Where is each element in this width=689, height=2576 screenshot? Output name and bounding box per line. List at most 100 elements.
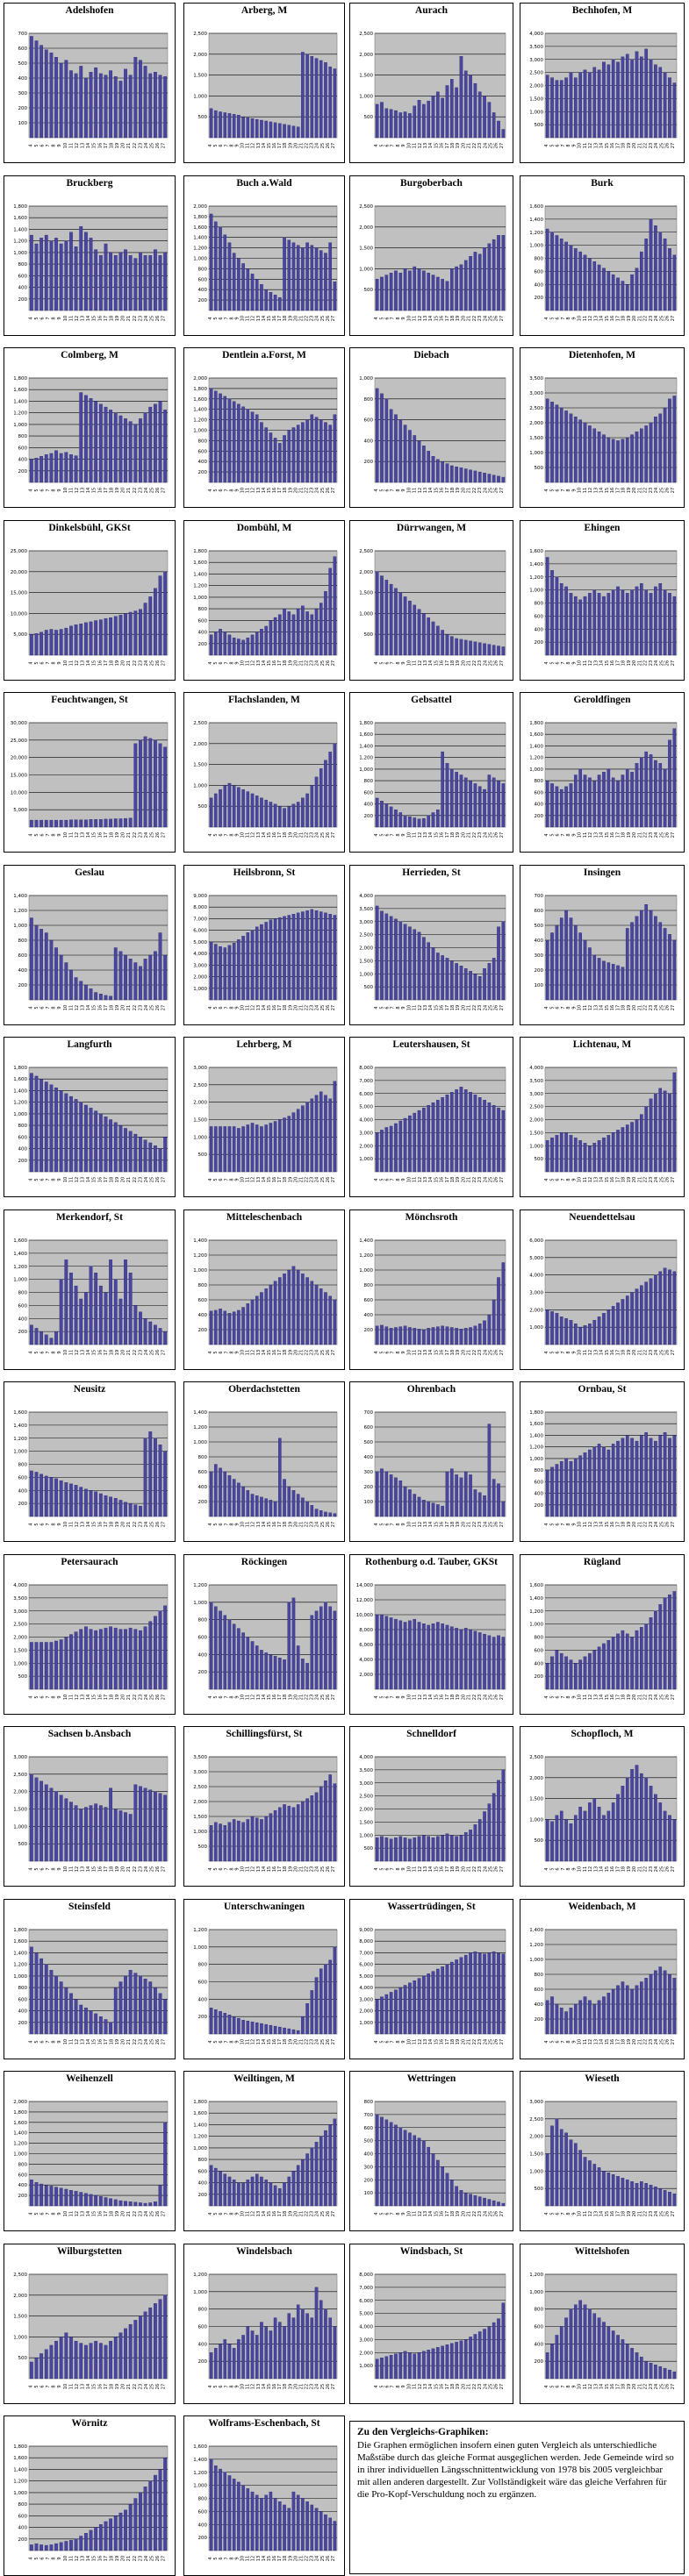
bar (328, 1512, 332, 1517)
bar (422, 103, 426, 139)
bar (417, 440, 421, 483)
bar (209, 1471, 213, 1517)
bar (455, 638, 458, 655)
bar (578, 1326, 582, 1345)
bar (635, 1440, 639, 1517)
bar (564, 2132, 568, 2207)
bar (672, 1072, 677, 1173)
bar (408, 113, 412, 139)
x-tick-label: 26 (155, 2211, 161, 2216)
x-tick-label: 20 (121, 660, 126, 665)
bar (133, 1504, 138, 1517)
bar (630, 59, 634, 139)
bar (649, 754, 653, 828)
bar (441, 629, 444, 655)
bar (640, 428, 643, 483)
x-tick-label: 15 (267, 660, 272, 665)
bar (324, 912, 327, 1000)
bar (49, 939, 54, 1000)
bar (483, 96, 486, 139)
bar (445, 463, 449, 483)
x-tick-label: 25 (150, 1349, 155, 1354)
bar (592, 1319, 597, 1345)
x-tick-label: 10 (578, 315, 583, 320)
bar (588, 946, 592, 1000)
bar (644, 425, 648, 483)
x-tick-label: 27 (499, 1694, 505, 1699)
bar (237, 1627, 240, 1689)
x-tick-label: 20 (461, 1522, 466, 1527)
bar (98, 993, 103, 1000)
x-tick-label: 18 (109, 2383, 114, 2388)
x-tick-label: 5 (34, 144, 39, 146)
x-tick-label: 17 (104, 2556, 109, 2561)
y-tick-label: 1,200 (193, 1583, 207, 1588)
x-tick-label: 14 (599, 2383, 605, 2388)
bar (296, 2494, 300, 2551)
y-tick-label: 6,000 (359, 2298, 373, 2303)
chart-panel: Ornbau, St 1,800 1,600 1,400 1,200 1,000 800 60… (520, 1381, 685, 1542)
bar (501, 646, 506, 655)
x-tick-label: 4 (28, 2557, 33, 2559)
x-tick-label: 5 (549, 1695, 555, 1698)
bar (305, 2002, 309, 2034)
bar (408, 1620, 412, 1689)
x-tick-label: 21 (637, 1866, 642, 1872)
bar (209, 941, 213, 1000)
y-tick-label: 600 (364, 2126, 374, 2131)
chart-panel: Wittelshofen 1,200 1,000 800 600 400 200 4 5 6 7 8 9… (520, 2243, 685, 2404)
bar (654, 760, 657, 828)
bar (39, 1079, 44, 1173)
bar (483, 643, 486, 655)
y-tick-label: 2,000 (13, 2293, 27, 2298)
y-tick-label: 1,400 (193, 408, 207, 413)
bar (602, 268, 606, 310)
y-tick-label: 1,400 (13, 1088, 27, 1094)
bar (158, 2469, 162, 2551)
x-tick-label: 26 (326, 2211, 331, 2216)
x-tick-label: 24 (315, 1177, 320, 1182)
x-tick-label: 8 (396, 2040, 401, 2043)
bar (113, 2515, 118, 2551)
bar (232, 2016, 236, 2034)
y-tick-label: 400 (198, 2342, 208, 2347)
bar (118, 2331, 123, 2379)
bar (237, 2338, 240, 2379)
bar (380, 1614, 384, 1689)
x-tick-label: 25 (320, 1177, 326, 1182)
bar (375, 1614, 379, 1689)
bar (602, 1446, 606, 1517)
bar (158, 1610, 162, 1689)
x-tick-label: 12 (418, 1349, 423, 1354)
x-tick-label: 26 (326, 1694, 331, 1699)
bar (278, 2026, 282, 2034)
y-tick-label: 200 (198, 2536, 208, 2541)
bar (301, 1105, 305, 1173)
x-tick-label: 17 (615, 660, 621, 665)
y-tick-label: 700 (364, 2113, 374, 2118)
y-tick-label: 400 (18, 1488, 28, 1494)
bar (477, 253, 482, 310)
bar (333, 1299, 337, 1345)
note-body: Die Graphen ermöglichen insofern einen g… (357, 2440, 674, 2500)
x-tick-label: 11 (413, 832, 418, 838)
bar (139, 252, 142, 310)
x-tick-label: 22 (643, 2211, 649, 2216)
bar (104, 2018, 108, 2034)
bar (260, 2498, 263, 2551)
bar (469, 1474, 472, 1517)
x-tick-label: 21 (298, 488, 304, 493)
x-tick-label: 4 (208, 144, 213, 146)
x-tick-label: 10 (406, 143, 412, 148)
y-tick-label: 1,000 (13, 1973, 27, 1979)
bar (118, 951, 123, 1000)
bar (616, 1794, 620, 1862)
x-tick-label: 16 (610, 1866, 615, 1872)
x-tick-label: 20 (293, 832, 298, 838)
bar (450, 1961, 454, 2034)
bar (319, 602, 323, 655)
bar (394, 1123, 398, 1173)
x-tick-label: 11 (583, 1866, 588, 1872)
x-tick-label: 21 (467, 1177, 472, 1182)
bar (153, 588, 157, 655)
